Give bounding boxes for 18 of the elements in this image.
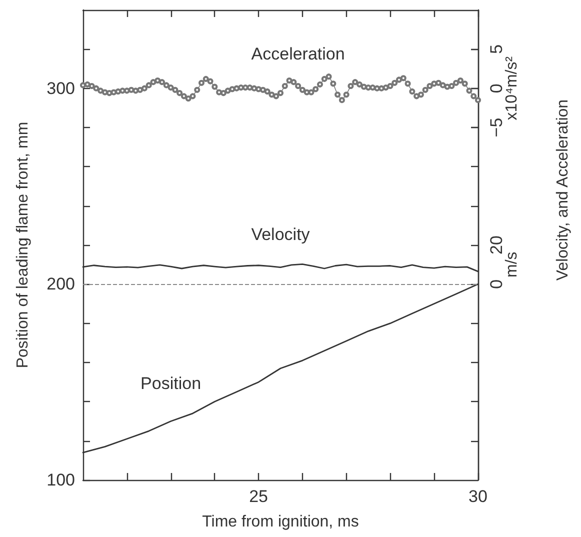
series-label: Velocity [251, 224, 310, 244]
x-tick-label: 30 [468, 487, 488, 506]
y3-tick-label: 5 [487, 44, 506, 54]
text: Velocity, and Acceleration [554, 99, 572, 281]
x-axis-title: Time from ignition, ms [202, 514, 359, 530]
y2-tick-label: 20 [487, 236, 506, 254]
y-axis-title: Position of leading flame front, mm [14, 122, 32, 368]
y3-tick-label: −5 [487, 118, 506, 138]
y-tick-label: 300 [46, 78, 75, 98]
y2-tick-label: 0 [487, 279, 506, 289]
y2-axis-title: m/s [504, 252, 520, 278]
x-tick-label: 25 [249, 487, 268, 506]
series-label: Position [140, 374, 202, 393]
y-tick-label: 200 [46, 274, 75, 294]
y3-tick-label: 0 [487, 84, 506, 94]
y-tick-label: 100 [46, 470, 75, 490]
series-label: Acceleration [251, 44, 345, 64]
y3-axis-title: x10⁴m/s² [504, 56, 520, 120]
